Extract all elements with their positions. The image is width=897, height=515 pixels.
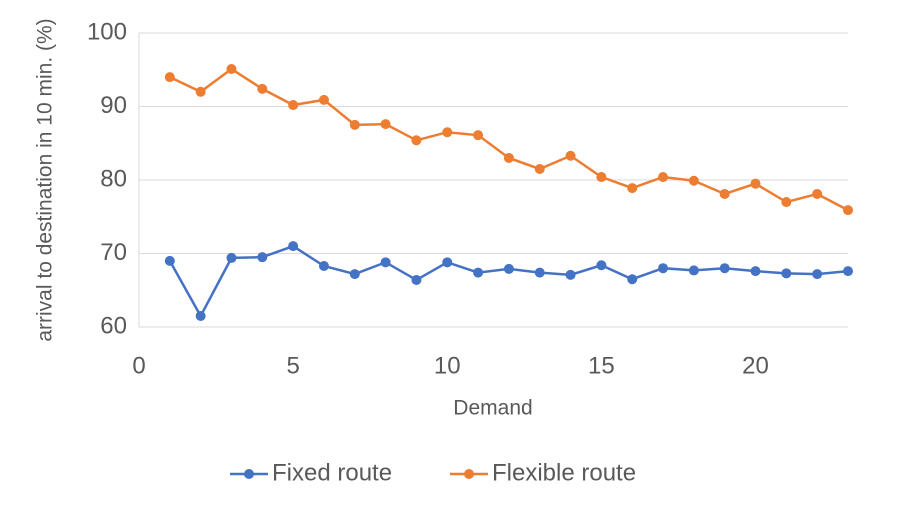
- x-tick-label: 20: [742, 352, 769, 379]
- data-point: [195, 310, 206, 321]
- data-point: [843, 205, 853, 216]
- data-point: [503, 263, 514, 274]
- data-point: [565, 269, 576, 280]
- series-line: [169, 67, 849, 212]
- data-point: [195, 86, 206, 97]
- data-point: [812, 188, 823, 199]
- data-point: [750, 266, 761, 277]
- data-point: [719, 188, 730, 199]
- x-tick-label: 15: [588, 352, 615, 379]
- data-point: [349, 269, 360, 280]
- x-tick-label: 0: [132, 352, 145, 379]
- data-point: [534, 267, 545, 278]
- data-point: [719, 263, 730, 274]
- data-point: [596, 172, 607, 183]
- data-point: [658, 172, 669, 183]
- x-tick-label: 5: [286, 352, 299, 379]
- data-point: [411, 274, 422, 285]
- data-point: [565, 150, 576, 161]
- data-point: [503, 152, 514, 163]
- data-point: [349, 119, 360, 130]
- data-point: [380, 119, 391, 130]
- data-point: [288, 241, 299, 252]
- data-point: [318, 260, 329, 271]
- data-point: [750, 178, 761, 189]
- data-point: [257, 83, 268, 94]
- y-tick-label: 60: [100, 312, 127, 339]
- data-point: [473, 267, 484, 278]
- legend-label: Fixed route: [272, 459, 392, 486]
- x-tick-label: 10: [434, 352, 461, 379]
- data-point: [318, 94, 329, 105]
- data-point: [411, 135, 422, 146]
- data-point: [627, 274, 638, 285]
- data-point: [164, 255, 175, 266]
- y-tick-label: 100: [87, 18, 127, 45]
- data-point: [380, 257, 391, 268]
- legend-marker: [464, 469, 474, 479]
- series-line: [168, 244, 849, 319]
- data-point: [781, 268, 792, 279]
- legend-marker: [244, 469, 254, 479]
- data-point: [288, 100, 299, 111]
- data-point: [658, 263, 669, 274]
- data-point: [226, 252, 237, 263]
- data-point: [812, 269, 823, 280]
- data-point: [688, 265, 699, 276]
- data-point: [627, 183, 638, 194]
- data-point: [534, 163, 545, 174]
- data-point: [596, 260, 607, 271]
- data-point: [473, 130, 484, 141]
- x-axis-label: Demand: [453, 397, 532, 420]
- y-axis-label: arrival to destination in 10 min. (%): [34, 18, 57, 341]
- y-tick-label: 70: [100, 239, 127, 266]
- data-point: [688, 175, 699, 186]
- y-tick-label: 90: [100, 92, 127, 119]
- y-tick-label: 80: [100, 165, 127, 192]
- data-point: [164, 72, 175, 83]
- data-point: [442, 127, 453, 138]
- data-point: [843, 266, 853, 277]
- data-point: [257, 252, 268, 263]
- data-point: [226, 64, 237, 75]
- data-point: [442, 257, 453, 268]
- data-point: [781, 197, 792, 208]
- legend-label: Flexible route: [492, 459, 636, 486]
